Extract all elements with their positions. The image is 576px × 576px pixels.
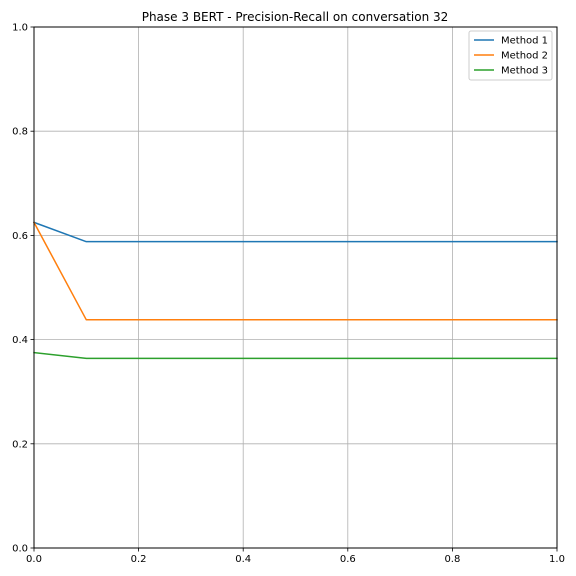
x-tick-label: 1.0 (549, 554, 565, 565)
legend-box (468, 30, 553, 81)
chart-title: Phase 3 BERT - Precision-Recall on conve… (142, 10, 449, 24)
x-tick-label: 0.2 (131, 554, 147, 565)
legend-label-method-3: Method 3 (501, 66, 548, 77)
grid-layer (33, 26, 558, 549)
x-tick-label: 0.6 (340, 554, 356, 565)
plot-frame (33, 26, 558, 549)
legend-label-method-2: Method 2 (501, 51, 548, 62)
legend-label-method-1: Method 1 (501, 36, 548, 47)
series-layer (32, 221, 558, 360)
y-tick-label: 0.2 (12, 439, 28, 450)
y-tick-label: 0.6 (12, 231, 28, 242)
ticks-layer: 0.0 0.2 0.4 0.6 0.8 1.0 0.0 0.2 0.4 0.6 0.8 1.0 (12, 23, 565, 566)
y-tick-label: 1.0 (12, 23, 28, 34)
series-line-method-2 (32, 221, 558, 321)
legend: Method 1 Method 2 Method 3 (468, 30, 553, 81)
y-tick-label: 0.8 (12, 127, 28, 138)
x-tick-label: 0.8 (444, 554, 460, 565)
x-tick-label: 0.0 (26, 554, 42, 565)
series-line-method-1 (33, 221, 558, 243)
y-tick-label: 0.4 (12, 335, 28, 346)
x-tick-label: 0.4 (235, 554, 251, 565)
y-tick-label: 0.0 (12, 544, 28, 555)
series-line-method-3 (33, 351, 558, 360)
